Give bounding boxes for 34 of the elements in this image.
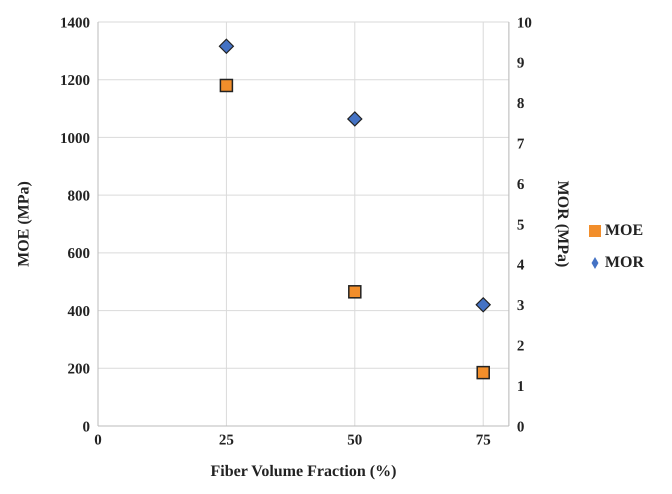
y2-tick-label: 6 — [516, 176, 525, 193]
y-tick-label: 1200 — [60, 73, 90, 90]
x-tick-label: 25 — [218, 432, 234, 449]
y2-tick-label: 5 — [516, 217, 524, 234]
y2-tick-label: 1 — [516, 378, 524, 395]
x-tick-label: 0 — [94, 432, 102, 449]
legend-label: MOR — [604, 254, 644, 271]
x-tick-label: 50 — [347, 432, 362, 449]
y2-tick-label: 2 — [516, 338, 524, 355]
y2-tick-label: 8 — [516, 96, 524, 112]
x-axis-title: Fiber Volume Fraction (%) — [210, 463, 396, 480]
y-tick-label: 200 — [68, 362, 90, 378]
y2-tick-label: 3 — [516, 298, 524, 314]
y-tick-label: 600 — [68, 246, 90, 262]
y2-tick-label: 0 — [516, 419, 524, 436]
point — [476, 366, 490, 380]
y-tick-label: 1000 — [60, 130, 90, 147]
y-axis-title: MOE (MPa) — [16, 181, 33, 267]
y-tick-label: 1400 — [60, 15, 90, 32]
legend-label: MOE — [604, 222, 644, 239]
x-tick-label: 75 — [476, 432, 491, 449]
point — [348, 285, 362, 299]
y-tick-label: 800 — [68, 188, 90, 204]
point — [347, 111, 362, 127]
y-tick-label: 0 — [82, 419, 90, 436]
y2-tick-label: 4 — [516, 258, 525, 274]
point — [220, 78, 234, 92]
y2-axis-title: MOR (MPa) — [554, 180, 572, 268]
y2-tick-label: 9 — [516, 56, 524, 72]
y2-tick-label: 10 — [516, 15, 532, 32]
y2-tick-label: 7 — [516, 136, 525, 153]
point — [218, 38, 234, 54]
point — [476, 297, 491, 312]
y-tick-label: 400 — [68, 304, 90, 320]
